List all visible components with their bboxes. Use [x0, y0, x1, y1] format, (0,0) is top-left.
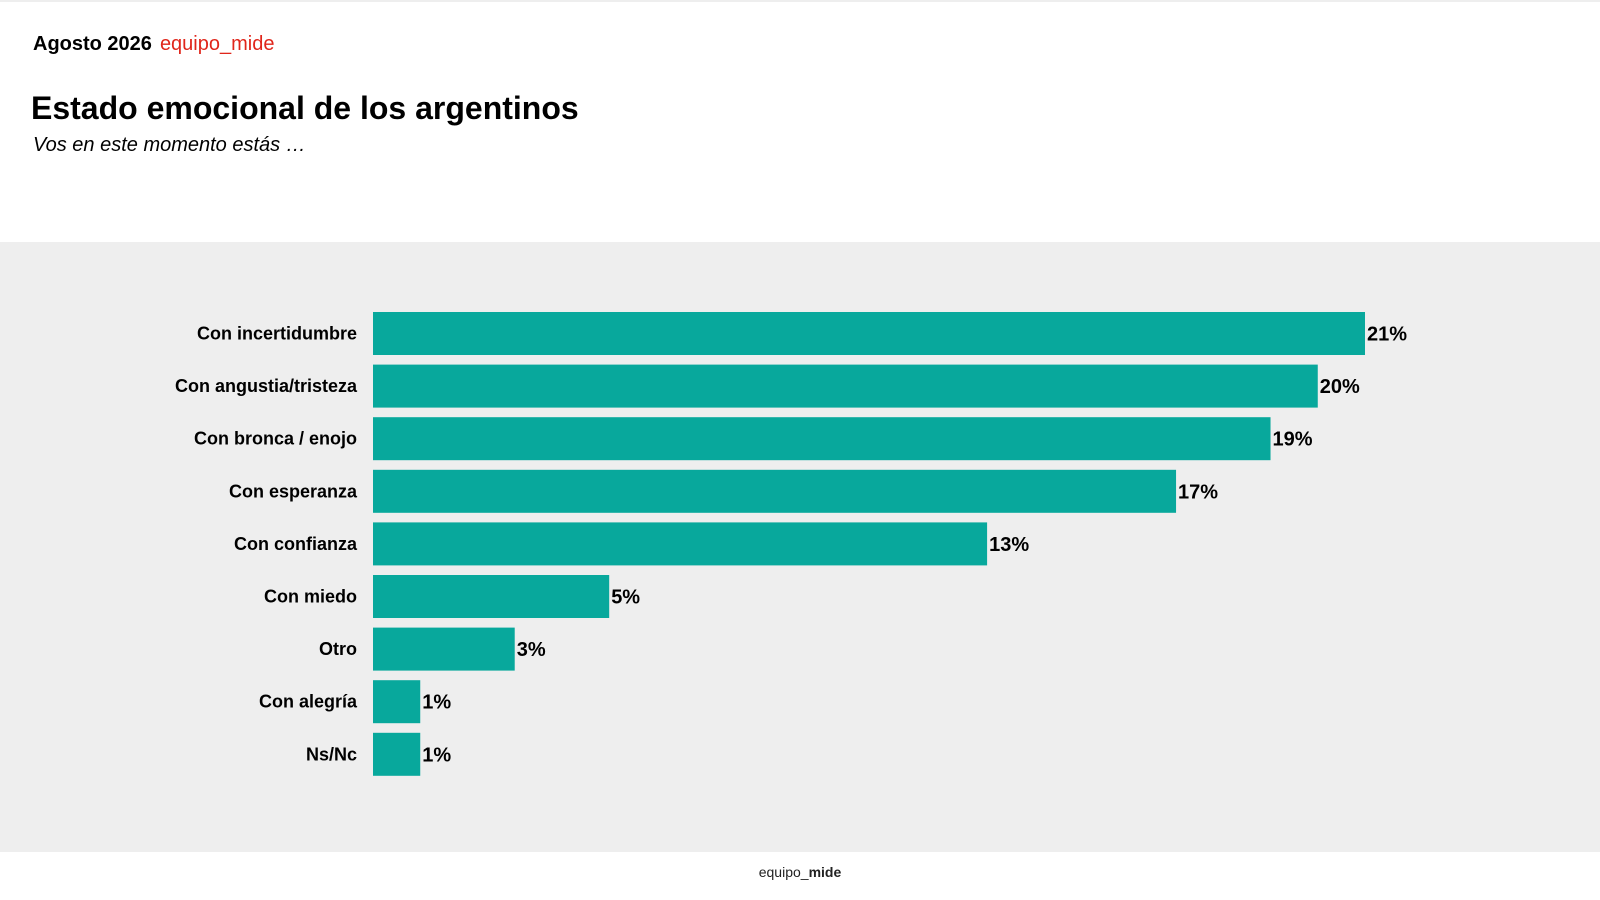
dateline: Agosto 2026 equipo_mide — [33, 31, 274, 57]
category-label: Con angustia/tristeza — [175, 376, 358, 396]
category-label: Otro — [319, 639, 357, 659]
value-label: 13% — [989, 534, 1029, 556]
plot-area: Con incertidumbre 21% Con angustia/tristez… — [0, 242, 1600, 852]
bar — [373, 627, 515, 671]
footer-brand-suffix: mide — [808, 864, 842, 880]
bar — [373, 469, 1177, 513]
value-label: 20% — [1320, 376, 1360, 398]
value-label: 19% — [1273, 429, 1313, 451]
value-label: 3% — [517, 639, 546, 661]
value-label: 1% — [422, 744, 451, 766]
report-date: Agosto 2026 — [33, 33, 152, 55]
bar-chart: Con incertidumbre 21% Con angustia/tristez… — [175, 312, 1407, 776]
bar — [373, 732, 421, 776]
category-label: Con incertidumbre — [197, 324, 357, 344]
footer-brand: equipo_mide — [0, 864, 1600, 880]
category-label: Ns/Nc — [306, 744, 357, 764]
value-label: 1% — [422, 692, 451, 714]
header-brand: equipo_mide — [159, 33, 275, 55]
category-label: Con confianza — [234, 534, 358, 554]
footer-brand-prefix: equipo_ — [758, 864, 809, 880]
category-label: Con bronca / enojo — [194, 429, 357, 449]
chart-subtitle: Vos en este momento estás … — [33, 134, 306, 156]
bar — [373, 522, 988, 566]
value-label: 5% — [611, 587, 640, 609]
category-label: Con miedo — [264, 587, 357, 607]
bar — [373, 417, 1271, 461]
chart-title: Estado emocional de los argentinos — [31, 90, 579, 126]
value-label: 17% — [1178, 481, 1218, 503]
bar — [373, 312, 1365, 355]
footer: equipo_mide — [0, 852, 1600, 900]
bar — [373, 364, 1318, 408]
value-label: 21% — [1367, 324, 1407, 346]
bar — [373, 680, 421, 724]
bar — [373, 575, 610, 618]
category-label: Con esperanza — [229, 481, 358, 501]
category-label: Con alegría — [259, 692, 358, 712]
header: Agosto 2026 equipo_mide Estado emocional … — [0, 0, 1600, 242]
